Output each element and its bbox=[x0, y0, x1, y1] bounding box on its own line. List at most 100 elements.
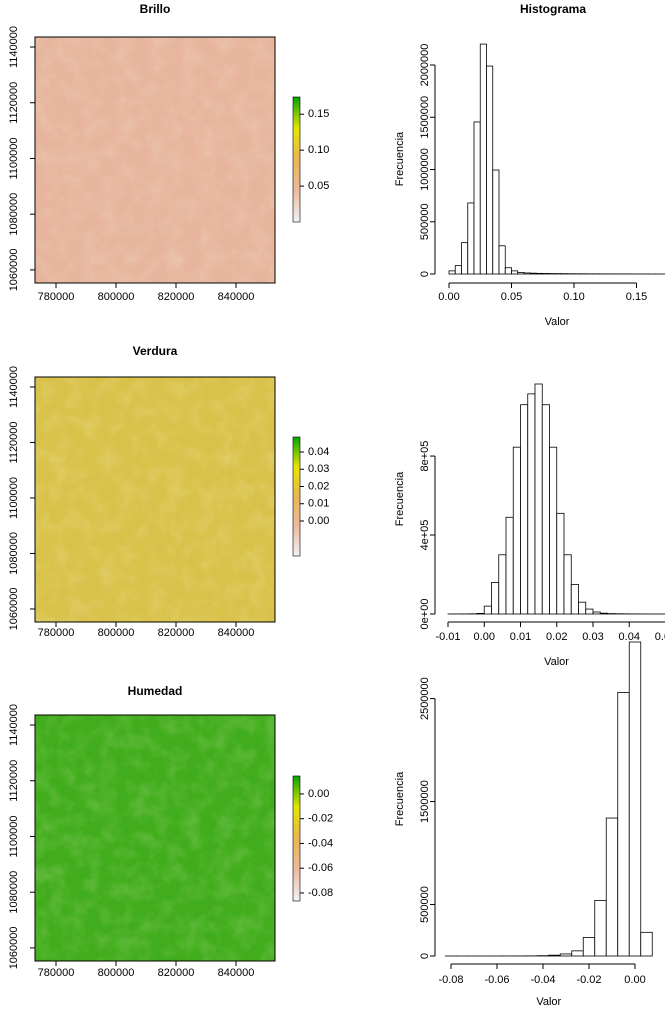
raster-texture bbox=[35, 37, 275, 283]
y-tick-label: 0 bbox=[419, 271, 431, 277]
y-tick-label: 1080000 bbox=[8, 193, 20, 236]
x-tick-label: 800000 bbox=[98, 627, 135, 639]
y-tick-label: 2500000 bbox=[419, 677, 431, 720]
histogram-bar bbox=[479, 43, 487, 275]
x-tick-label: 820000 bbox=[158, 967, 195, 979]
histogram-bar bbox=[517, 272, 525, 275]
y-tick-label: 0e+00 bbox=[419, 599, 431, 630]
x-tick-label: 780000 bbox=[38, 627, 75, 639]
histogram-bar bbox=[498, 245, 506, 275]
y-tick-label: 1080000 bbox=[8, 532, 20, 575]
x-tick-label: 0.01 bbox=[510, 631, 531, 643]
histogram-bar bbox=[461, 242, 469, 275]
histogram-bar bbox=[578, 601, 587, 615]
histogram-bar bbox=[448, 270, 456, 275]
x-axis-label: Valor bbox=[545, 316, 570, 328]
x-tick-label: 840000 bbox=[218, 967, 255, 979]
histogram-bar bbox=[585, 608, 594, 615]
x-tick-label: 0.10 bbox=[563, 291, 584, 303]
histogram-bar bbox=[592, 611, 601, 615]
y-tick-label: 1080000 bbox=[8, 871, 20, 914]
x-tick-label: 0.02 bbox=[546, 631, 567, 643]
x-tick-label: 800000 bbox=[98, 291, 135, 303]
y-tick-label: 1060000 bbox=[8, 248, 20, 291]
x-tick-label: 820000 bbox=[158, 627, 195, 639]
y-tick-label: 1060000 bbox=[8, 588, 20, 631]
histogram-bar bbox=[556, 512, 565, 615]
x-tick-label: 840000 bbox=[218, 627, 255, 639]
y-tick-label: 1500000 bbox=[419, 780, 431, 823]
histogram-bar bbox=[483, 605, 492, 615]
histogram-bar bbox=[504, 267, 512, 275]
y-tick-label: 1100000 bbox=[8, 137, 20, 179]
histogram-bar bbox=[534, 383, 543, 615]
colorbar-tick-label: -0.08 bbox=[308, 887, 333, 899]
colorbar-tick-label: 0.04 bbox=[308, 446, 329, 458]
x-tick-label: 0.03 bbox=[582, 631, 603, 643]
y-tick-label: 1140000 bbox=[8, 366, 20, 408]
x-tick-label: 780000 bbox=[38, 291, 75, 303]
y-tick-label: 1120000 bbox=[8, 760, 20, 802]
histogram-bar bbox=[541, 404, 550, 615]
x-tick-label: 780000 bbox=[38, 967, 75, 979]
histogram-bar bbox=[505, 516, 514, 615]
y-tick-label: 2000000 bbox=[419, 44, 431, 87]
colorbar-tick-label: -0.06 bbox=[308, 862, 333, 874]
histogram-bar bbox=[536, 272, 544, 275]
plot-frame bbox=[34, 714, 276, 962]
chart-title: Histograma bbox=[520, 2, 586, 16]
histogram-bar bbox=[473, 121, 481, 275]
y-tick-label: 1060000 bbox=[8, 926, 20, 969]
x-tick-label: -0.06 bbox=[484, 974, 509, 986]
colorbar bbox=[292, 436, 301, 557]
histogram-bar bbox=[512, 446, 521, 615]
y-axis-label: Frecuencia bbox=[394, 471, 406, 526]
x-axis-label: Valor bbox=[544, 656, 569, 668]
x-tick-label: 820000 bbox=[158, 291, 195, 303]
y-axis-label: Frecuencia bbox=[394, 771, 406, 826]
x-tick-label: 0.05 bbox=[655, 631, 665, 643]
chart-title: Verdura bbox=[133, 344, 178, 358]
y-tick-label: 1140000 bbox=[8, 704, 20, 746]
y-tick-label: 1100000 bbox=[8, 477, 20, 519]
histogram-bar bbox=[492, 169, 500, 275]
y-tick-label: 1500000 bbox=[419, 96, 431, 139]
histogram-bar bbox=[498, 554, 507, 615]
histogram-bar bbox=[617, 692, 630, 957]
raster-texture bbox=[35, 715, 275, 961]
histogram-bar bbox=[476, 613, 485, 615]
histogram-bar bbox=[599, 612, 608, 615]
histogram-bar bbox=[486, 65, 494, 275]
colorbar-tick-label: 0.10 bbox=[308, 144, 329, 156]
y-tick-label: 500000 bbox=[419, 886, 431, 923]
x-tick-label: 840000 bbox=[218, 291, 255, 303]
colorbar bbox=[292, 775, 301, 902]
y-tick-label: 1140000 bbox=[8, 26, 20, 68]
x-tick-label: 0.00 bbox=[624, 974, 645, 986]
x-tick-label: -0.04 bbox=[530, 974, 555, 986]
x-tick-label: 0.05 bbox=[501, 291, 522, 303]
x-axis-label: Valor bbox=[536, 996, 561, 1008]
histogram-bar bbox=[628, 641, 642, 957]
histogram-bar bbox=[563, 554, 572, 615]
histogram-bar bbox=[549, 446, 558, 615]
raster-texture bbox=[35, 377, 275, 622]
chart-title: Brillo bbox=[140, 2, 171, 16]
plot-frame bbox=[34, 376, 276, 623]
colorbar-tick-label: 0.01 bbox=[308, 498, 329, 510]
histogram-bar bbox=[527, 393, 536, 615]
chart-title: Humedad bbox=[128, 684, 183, 698]
x-tick-label: 0.00 bbox=[438, 291, 459, 303]
x-tick-label: -0.01 bbox=[435, 631, 460, 643]
histogram-bar bbox=[491, 582, 500, 615]
histogram-bar bbox=[523, 272, 531, 275]
colorbar-tick-label: 0.00 bbox=[308, 515, 329, 527]
x-tick-label: 0.00 bbox=[474, 631, 495, 643]
histogram-bar bbox=[548, 954, 561, 957]
colorbar bbox=[292, 96, 301, 223]
histogram-bar bbox=[511, 270, 519, 275]
y-tick-label: 500000 bbox=[419, 203, 431, 240]
y-tick-label: 1100000 bbox=[8, 815, 20, 857]
